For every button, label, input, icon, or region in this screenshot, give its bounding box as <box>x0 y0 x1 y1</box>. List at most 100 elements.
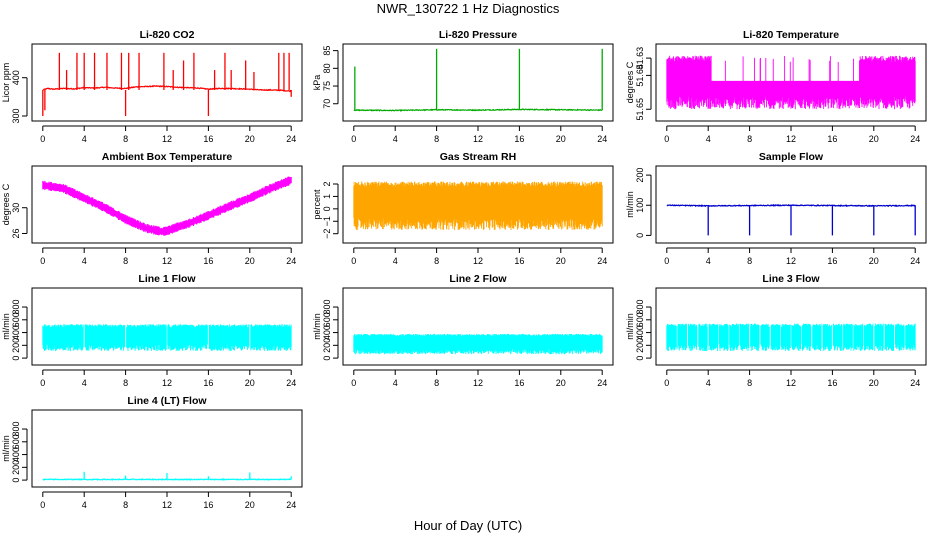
x-tick-label: 12 <box>786 134 796 144</box>
x-tick-label: 8 <box>123 134 128 144</box>
x-tick-label: 4 <box>393 134 398 144</box>
x-tick-label: 0 <box>664 378 669 388</box>
panel-title: Li-820 Temperature <box>743 29 839 41</box>
y-tick-label: −2 <box>322 229 332 239</box>
y-tick-label: 70 <box>322 99 332 109</box>
data-band <box>666 55 916 110</box>
data-band <box>353 333 603 355</box>
panel-line-1-flow: Line 1 Flow ml/min 0 4 8 12 16 20 24 0 20040060080… <box>1 273 303 388</box>
y-tick-label: 2 <box>322 181 332 186</box>
y-axis: 0 100 200 <box>635 168 652 238</box>
x-tick-label: 12 <box>162 500 172 510</box>
x-axis: 0 4 8 12 16 20 24 <box>664 247 920 266</box>
panel-title: Line 2 Flow <box>449 273 507 285</box>
plot-frame <box>342 43 614 122</box>
y-axis-label: ml/min <box>625 313 635 340</box>
x-tick-label: 12 <box>786 256 796 266</box>
x-tick-label: 0 <box>664 134 669 144</box>
y-axis-label: kPa <box>312 75 322 91</box>
plot-area <box>42 471 292 482</box>
x-tick-label: 12 <box>473 378 483 388</box>
x-tick-label: 24 <box>286 378 296 388</box>
y-tick-label: 400 <box>635 325 645 340</box>
x-tick-label: 8 <box>747 134 752 144</box>
y-tick-label: 400 <box>11 325 21 340</box>
x-tick-label: 12 <box>473 134 483 144</box>
plot-area <box>666 55 916 110</box>
y-tick-label: 200 <box>635 338 645 353</box>
panel-title: Li-820 CO2 <box>140 29 195 41</box>
y-axis-label: ml/min <box>1 435 11 462</box>
y-axis-label: degrees C <box>625 61 635 103</box>
x-tick-label: 8 <box>434 378 439 388</box>
x-axis: 0 4 8 12 16 20 24 <box>351 125 607 144</box>
x-tick-label: 16 <box>514 134 524 144</box>
plot-frame <box>655 165 927 244</box>
x-axis: 0 4 8 12 16 20 24 <box>40 125 296 144</box>
x-tick-label: 16 <box>827 378 837 388</box>
x-tick-label: 24 <box>286 500 296 510</box>
x-tick-label: 4 <box>82 134 87 144</box>
x-axis: 0 4 8 12 16 20 24 <box>40 369 296 388</box>
x-tick-label: 8 <box>123 378 128 388</box>
y-tick-label: 400 <box>11 70 21 85</box>
panel-line-2-flow: Line 2 Flow ml/min 0 4 8 12 16 20 24 0 20040060080… <box>312 273 614 388</box>
x-tick-label: 4 <box>706 134 711 144</box>
x-tick-label: 8 <box>434 134 439 144</box>
x-tick-label: 16 <box>203 500 213 510</box>
x-tick-label: 0 <box>40 378 45 388</box>
plot-frame <box>31 165 303 244</box>
y-axis: 26 30 <box>11 203 28 238</box>
x-axis: 0 4 8 12 16 20 24 <box>40 491 296 510</box>
x-tick-label: 0 <box>664 256 669 266</box>
x-tick-label: 12 <box>473 256 483 266</box>
x-tick-label: 0 <box>351 378 356 388</box>
y-axis-label: ml/min <box>312 313 322 340</box>
x-axis: 0 4 8 12 16 20 24 <box>351 247 607 266</box>
panel-title: Line 4 (LT) Flow <box>127 395 207 407</box>
plot-frame <box>31 409 303 488</box>
y-tick-label: 0 <box>11 356 21 361</box>
x-tick-label: 20 <box>869 256 879 266</box>
y-tick-label: 400 <box>322 325 332 340</box>
y-tick-label: 0 <box>635 356 645 361</box>
x-tick-label: 20 <box>245 134 255 144</box>
plot-area <box>42 52 292 117</box>
x-tick-label: 12 <box>162 134 172 144</box>
y-axis-label: ml/min <box>1 313 11 340</box>
y-tick-label: 1 <box>322 194 332 199</box>
x-tick-label: 4 <box>82 378 87 388</box>
figure-title: NWR_130722 1 Hz Diagnostics <box>376 1 560 16</box>
x-tick-label: 24 <box>286 134 296 144</box>
x-tick-label: 0 <box>40 500 45 510</box>
x-tick-label: 4 <box>393 378 398 388</box>
x-axis: 0 4 8 12 16 20 24 <box>664 369 920 388</box>
y-tick-label: 30 <box>11 203 21 213</box>
x-tick-label: 16 <box>514 378 524 388</box>
y-axis-label: degrees C <box>1 183 11 225</box>
x-tick-label: 24 <box>910 134 920 144</box>
y-tick-label: 300 <box>11 108 21 123</box>
y-tick-label: 600 <box>635 312 645 327</box>
y-tick-label: 400 <box>11 447 21 462</box>
y-axis: 70 75 80 85 <box>322 46 339 109</box>
plot-frame <box>31 43 303 122</box>
panel-title: Li-820 Pressure <box>439 29 517 41</box>
x-tick-label: 20 <box>869 378 879 388</box>
x-axis: 0 4 8 12 16 20 24 <box>351 369 607 388</box>
x-axis-title: Hour of Day (UTC) <box>413 518 523 533</box>
x-tick-label: 20 <box>869 134 879 144</box>
panel-title: Gas Stream RH <box>440 151 516 163</box>
panel-title: Line 3 Flow <box>762 273 820 285</box>
plot-area <box>353 181 603 230</box>
panel-li-820-co2: Li-820 CO2 Licor ppm 0 4 8 12 16 20 24 300 400 <box>1 29 303 144</box>
y-tick-label: 75 <box>322 81 332 91</box>
y-axis-label: Licor ppm <box>1 63 11 103</box>
y-tick-label: 80 <box>322 63 332 73</box>
y-tick-label: 800 <box>635 300 645 315</box>
x-tick-label: 0 <box>351 256 356 266</box>
